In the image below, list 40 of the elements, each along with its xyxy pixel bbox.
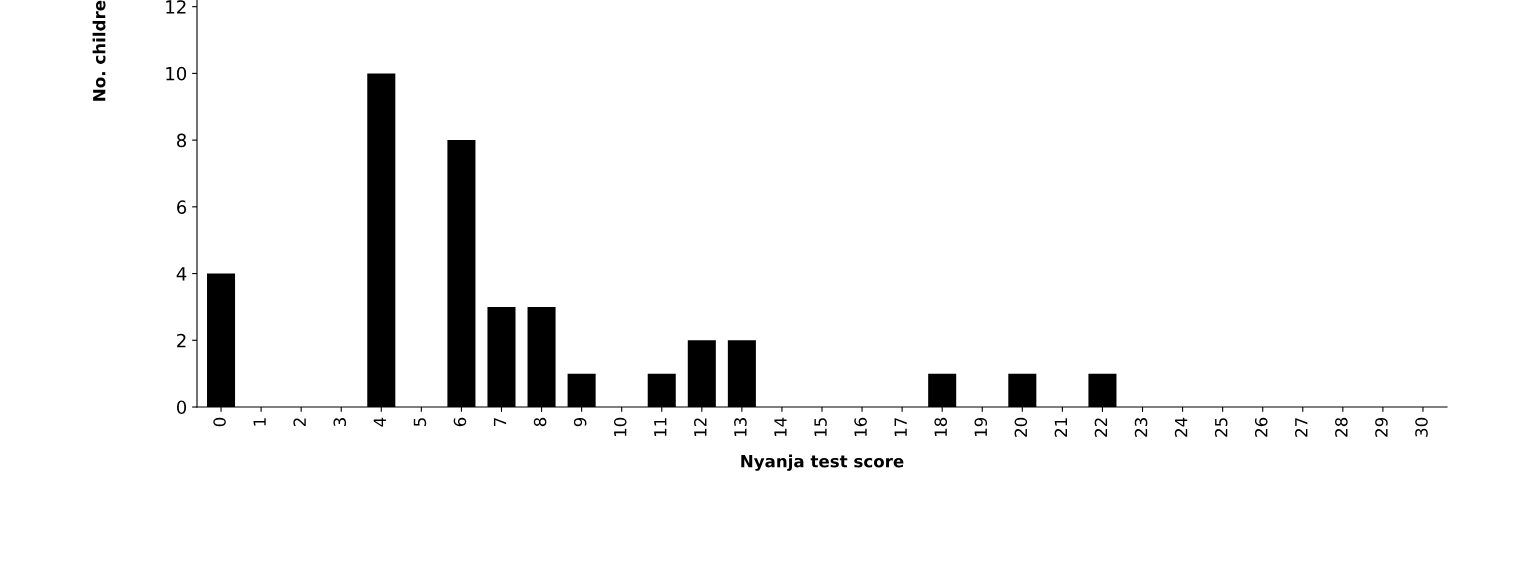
x-tick-label: 0 (213, 417, 226, 427)
x-tick-label: 11 (654, 418, 667, 437)
x-tick-label: 2 (293, 418, 306, 427)
x-axis-title: Nyanja test score (741, 454, 904, 471)
x-tick-label: 13 (734, 418, 747, 437)
x-tick-label: 6 (453, 417, 467, 427)
y-tick-label: 4 (176, 267, 187, 281)
x-tick-label: 21 (1054, 418, 1067, 437)
x-tick-label: 19 (974, 417, 988, 437)
x-tick-label: 22 (1094, 418, 1108, 437)
x-tick-label: 26 (1254, 417, 1268, 437)
y-tick-label: 8 (177, 133, 187, 148)
x-tick-label: 24 (1174, 417, 1188, 437)
x-tick-label: 9 (573, 417, 587, 427)
x-tick-label: 30 (1415, 417, 1428, 437)
x-tick-label: 7 (493, 418, 507, 426)
y-tick-label: 6 (177, 200, 187, 214)
x-tick-label: 18 (934, 417, 948, 437)
x-tick-label: 5 (413, 418, 427, 427)
x-tick-label: 23 (1134, 418, 1148, 437)
y-tick-label: 0 (176, 400, 187, 415)
x-tick-label: 16 (854, 417, 867, 437)
x-tick-label: 10 (613, 417, 627, 437)
x-tick-label: 20 (1014, 417, 1028, 437)
y-axis-title: No. childre (92, 0, 106, 101)
x-tick-label: 8 (533, 417, 547, 427)
x-tick-label: 27 (1295, 418, 1308, 437)
y-tick-label: 10 (166, 66, 187, 81)
x-tick-label: 28 (1335, 417, 1348, 437)
x-tick-label: 25 (1214, 418, 1228, 437)
x-tick-label: 29 (1375, 417, 1388, 437)
x-tick-label: 17 (894, 418, 907, 437)
x-tick-label: 15 (814, 418, 827, 437)
y-tick-label: 12 (166, 0, 186, 14)
y-tick-label: 2 (177, 333, 186, 348)
x-tick-label: 3 (333, 418, 347, 427)
x-tick-label: 1 (253, 418, 266, 426)
x-tick-label: 14 (774, 417, 787, 437)
x-tick-label: 12 (694, 418, 707, 437)
x-tick-label: 4 (373, 417, 386, 427)
